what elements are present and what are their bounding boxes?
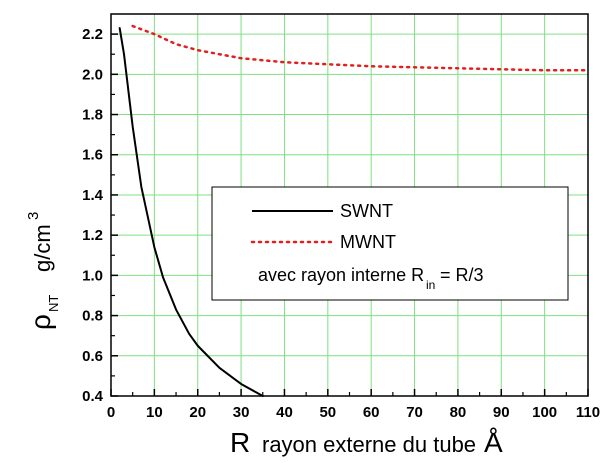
legend-box	[211, 186, 569, 301]
y-axis-unit: g/cm	[30, 224, 55, 272]
x-axis-unit: Å	[484, 427, 503, 458]
x-axis-label: rayon externe du tube	[262, 432, 476, 457]
y-tick-label: 1.4	[82, 187, 104, 204]
y-axis-unit-superscript: 3	[25, 212, 42, 220]
x-tick-label: 50	[319, 404, 336, 421]
y-axis-symbol: ρ	[25, 314, 56, 330]
x-tick-label: 110	[576, 404, 600, 421]
legend-swnt-label: SWNT	[340, 201, 393, 221]
y-tick-label: 2.0	[82, 66, 103, 83]
y-tick-label: 1.8	[82, 107, 103, 124]
x-tick-label: 40	[276, 404, 293, 421]
y-tick-label: 0.8	[82, 308, 103, 325]
x-tick-label: 0	[107, 404, 115, 421]
y-axis-subscript: NT	[46, 295, 61, 312]
x-tick-label: 90	[493, 404, 510, 421]
x-tick-label: 10	[146, 404, 163, 421]
x-axis-symbol: R	[230, 427, 250, 458]
series-layer	[118, 24, 590, 397]
legend-annotation-suffix: = R/3	[440, 265, 484, 285]
legend-annotation-subscript: in	[426, 278, 435, 292]
series-line-swnt	[118, 27, 264, 397]
x-tick-label: 60	[363, 404, 380, 421]
legend-annotation-text: avec rayon interne R	[258, 265, 424, 285]
series-line-mwnt	[131, 24, 590, 72]
y-tick-label: 1.6	[82, 147, 103, 164]
x-tick-label: 70	[406, 404, 423, 421]
ticks	[110, 33, 589, 397]
y-tick-label: 1.2	[82, 227, 103, 244]
x-tick-label: 80	[450, 404, 467, 421]
x-tick-label: 30	[233, 404, 250, 421]
y-tick-label: 2.2	[82, 26, 103, 43]
y-tick-label: 1.0	[82, 267, 103, 284]
x-axis-title: R rayon externe du tube Å	[230, 427, 503, 458]
legend: SWNT MWNT avec rayon interne R in = R/3	[211, 186, 569, 301]
legend-mwnt-label: MWNT	[340, 232, 396, 252]
x-tick-label: 20	[189, 404, 206, 421]
tick-labels: 0 10 20 30 40 50 60 70 80 90 100 110 0.4 0.6 0.8 1.0 1.2…	[82, 26, 600, 421]
y-axis-title: ρ NT g/cm 3	[25, 212, 61, 330]
y-tick-label: 0.6	[82, 348, 103, 365]
y-tick-label: 0.4	[82, 388, 104, 405]
x-tick-label: 100	[532, 404, 557, 421]
